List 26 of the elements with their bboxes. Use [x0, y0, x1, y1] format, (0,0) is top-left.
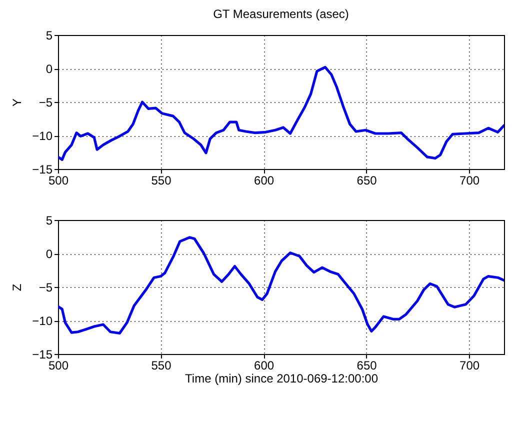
x-tick-label: 650 — [356, 174, 378, 188]
y-tick-label: −5 — [38, 280, 53, 294]
y-tick-label: −15 — [32, 162, 53, 176]
y-axis-title: Z — [10, 284, 24, 292]
y-tick-label: 0 — [46, 247, 53, 261]
y-tick-label: 5 — [46, 214, 53, 228]
x-axis-title: Time (min) since 2010-069-12:00:00 — [185, 372, 378, 386]
x-tick-label: 700 — [460, 358, 480, 372]
x-tick-label: 500 — [48, 174, 69, 188]
x-tick-label: 700 — [460, 174, 480, 188]
y-tick-label: −5 — [38, 96, 53, 110]
x-tick-label: 550 — [151, 174, 172, 188]
y-tick-label: −10 — [32, 129, 53, 143]
chart-title: GT Measurements (asec) — [213, 7, 349, 21]
x-tick-label: 500 — [48, 358, 69, 372]
y-axis-title: Y — [10, 98, 24, 107]
y-tick-label: −15 — [32, 348, 53, 362]
y-tick-label: 0 — [46, 62, 53, 76]
x-tick-label: 550 — [151, 358, 172, 372]
x-tick-label: 600 — [254, 174, 274, 188]
y-tick-label: 5 — [46, 28, 53, 42]
x-tick-label: 600 — [254, 358, 274, 372]
y-tick-label: −10 — [32, 314, 53, 328]
x-tick-label: 650 — [356, 358, 378, 372]
line-series — [58, 236, 504, 335]
line-series — [58, 66, 504, 161]
